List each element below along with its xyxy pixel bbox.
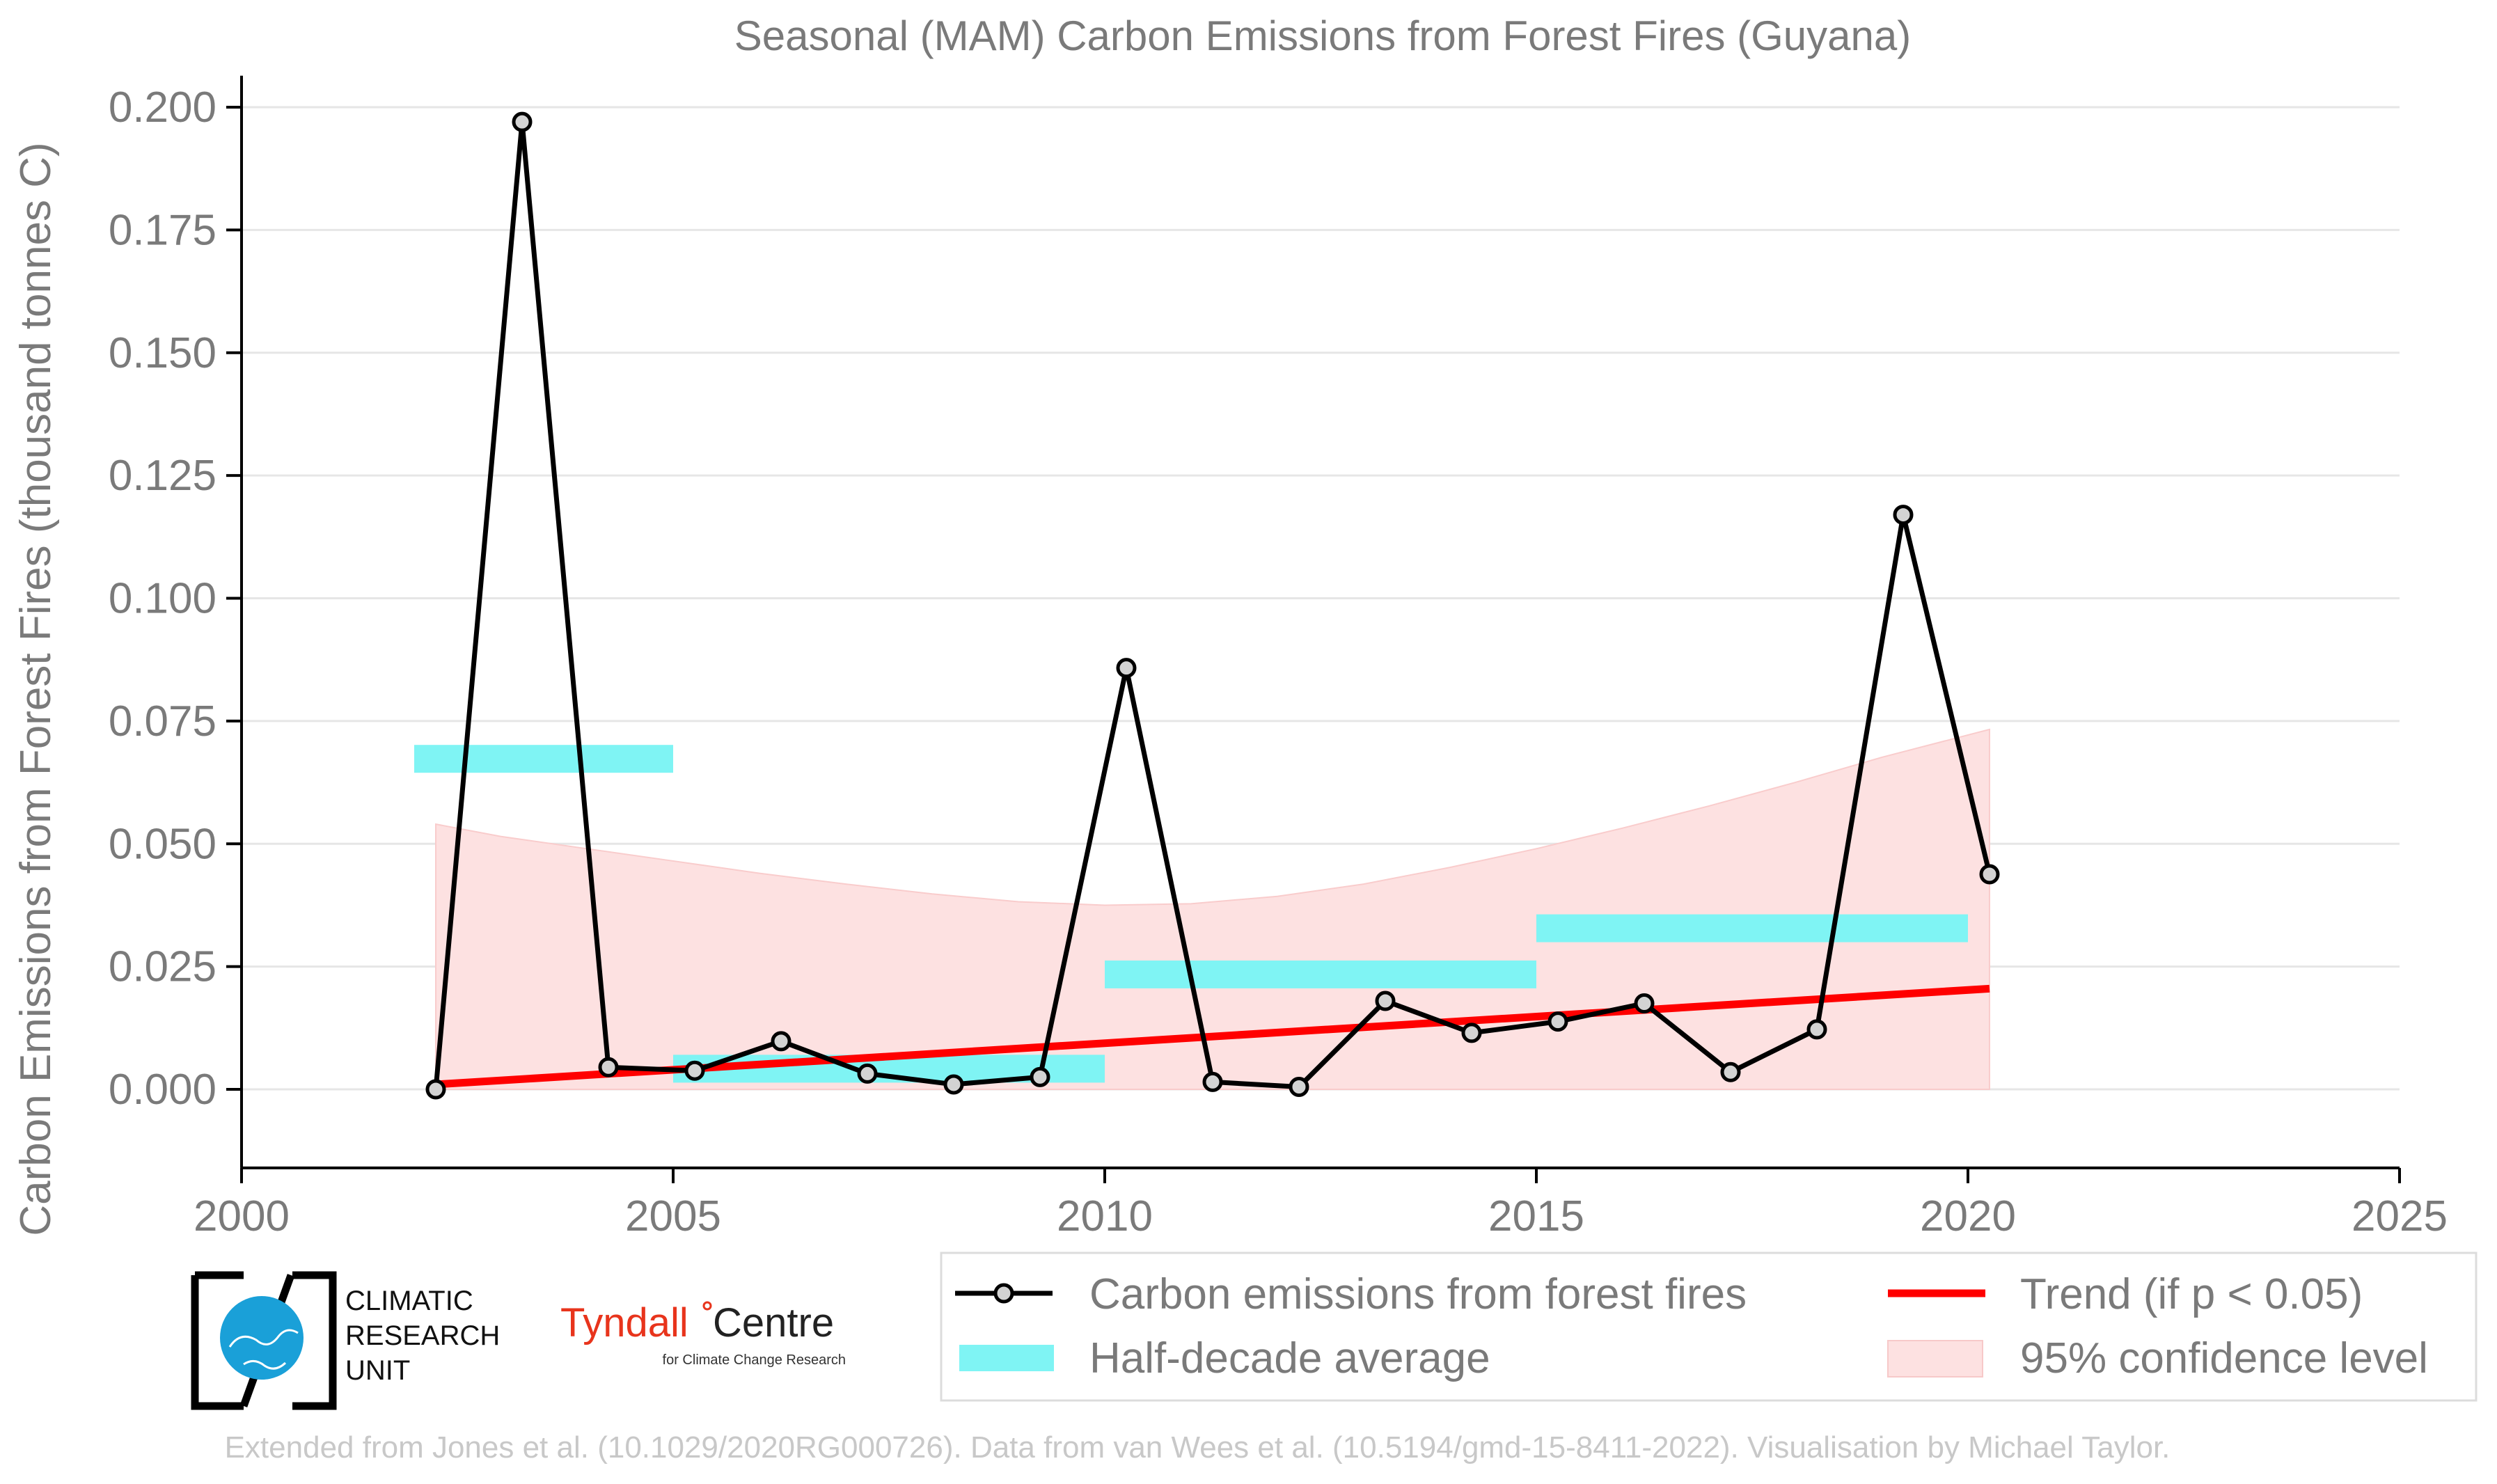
cru-logo-line2: RESEARCH [345, 1320, 500, 1351]
tyndall-degree-mark [702, 1301, 712, 1311]
series-point [943, 1074, 964, 1095]
legend-label-series: Carbon emissions from forest fires [1089, 1270, 1747, 1318]
series-point [857, 1063, 878, 1084]
globe-icon [220, 1296, 304, 1380]
y-tick-label: 0.150 [109, 329, 216, 377]
chart-title: Seasonal (MAM) Carbon Emissions from For… [734, 13, 1912, 59]
series-point [1289, 1076, 1309, 1097]
legend-swatch-confidence [1887, 1340, 1983, 1378]
series-point [771, 1031, 791, 1052]
series-point [1547, 1011, 1568, 1032]
series-point [1720, 1061, 1741, 1082]
half-decade-bar [414, 745, 673, 773]
credit-text: Extended from Jones et al. (10.1029/2020… [225, 1430, 2171, 1465]
tyndall-logo-subtitle: for Climate Change Research [663, 1352, 846, 1368]
legend-swatch-halfdecade [959, 1345, 1054, 1371]
series-point [1375, 990, 1396, 1011]
half-decade-bar [1536, 914, 1968, 942]
y-tick-label: 0.025 [109, 943, 216, 991]
series-point [1979, 864, 2000, 885]
axes: 0.000 0.025 0.050 0.075 0.100 0.125 0.150 0.175… [109, 75, 2448, 1240]
globe-icon-landmass [228, 1329, 299, 1370]
x-tick-label: 2025 [2352, 1192, 2448, 1240]
y-tick-label: 0.175 [109, 206, 216, 254]
confidence-band-layer [435, 728, 1990, 1090]
legend-label-confidence: 95% confidence level [2020, 1334, 2428, 1382]
tyndall-logo: Tyndall Centre for Climate Change Resear… [560, 1300, 846, 1368]
y-tick-label: 0.100 [109, 575, 216, 623]
series-point [1461, 1023, 1482, 1043]
y-tick-label: 0.200 [109, 84, 216, 132]
confidence-band [435, 728, 1990, 1090]
legend-label-halfdecade: Half-decade average [1089, 1334, 1490, 1382]
legend-swatch-series-marker [993, 1283, 1014, 1304]
y-tick-label: 0.050 [109, 820, 216, 868]
y-axis-title: Carbon Emissions from Forest Fires (thou… [12, 142, 60, 1236]
series-point [1116, 658, 1137, 679]
half-decade-bar [1105, 960, 1536, 988]
series-point [598, 1057, 619, 1078]
series-point [1202, 1071, 1223, 1092]
cru-logo-line1: CLIMATIC [345, 1286, 473, 1316]
legend-label-trend: Trend (if p < 0.05) [2020, 1270, 2363, 1318]
series-point [1806, 1019, 1827, 1040]
cru-logo-frame [191, 1271, 337, 1410]
series-layer [425, 111, 2000, 1100]
series-point [1030, 1066, 1050, 1087]
legend: Carbon emissions from forest fires Half-… [940, 1252, 2478, 1402]
series-point [684, 1060, 705, 1081]
tyndall-logo-centre: Centre [713, 1300, 834, 1345]
cru-logo: CLIMATIC RESEARCH UNIT [191, 1271, 500, 1410]
x-tick-label: 2010 [1057, 1192, 1153, 1240]
y-tick-label: 0.000 [109, 1066, 216, 1114]
y-tick-label: 0.125 [109, 452, 216, 500]
tyndall-logo-name: Tyndall [560, 1300, 688, 1345]
x-tick-label: 2015 [1488, 1192, 1584, 1240]
y-tick-label: 0.075 [109, 697, 216, 745]
half-decade-layer [414, 745, 1968, 1083]
series-point [1634, 993, 1655, 1014]
series-point [512, 111, 533, 132]
x-tick-label: 2020 [1920, 1192, 2016, 1240]
series-point [1893, 505, 1914, 526]
series-point [425, 1079, 446, 1100]
x-tick-label: 2000 [194, 1192, 290, 1240]
legend-box [940, 1252, 2478, 1402]
cru-logo-line3: UNIT [345, 1355, 410, 1386]
x-tick-label: 2005 [625, 1192, 721, 1240]
